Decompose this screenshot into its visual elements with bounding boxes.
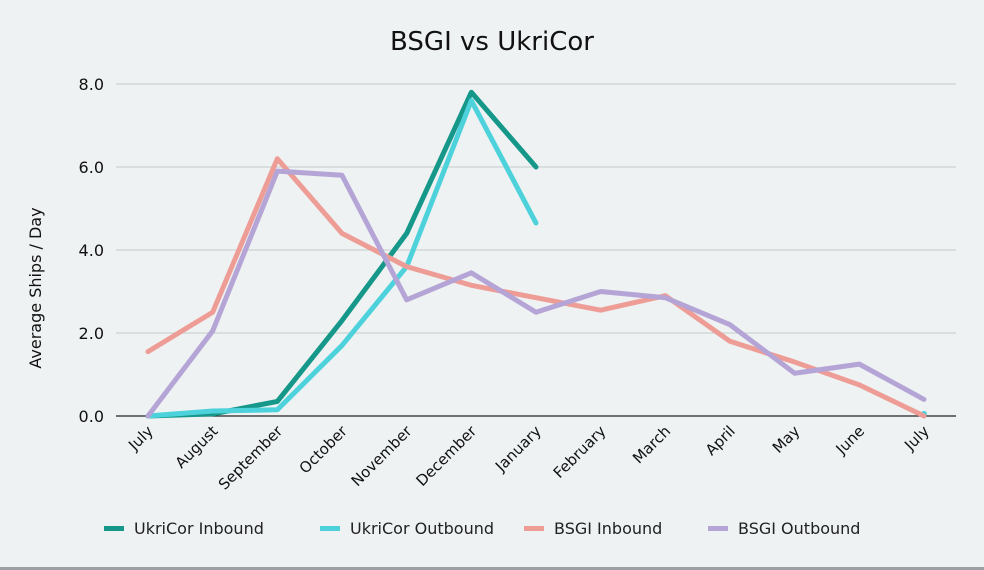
y-axis-label: Average Ships / Day bbox=[26, 207, 45, 368]
series-line-2 bbox=[145, 98, 539, 419]
y-tick-label: 2.0 bbox=[79, 324, 104, 343]
x-tick-label: December bbox=[412, 422, 480, 490]
series-line-4 bbox=[145, 168, 927, 419]
x-tick-label: June bbox=[832, 422, 869, 459]
x-tick-label: August bbox=[172, 422, 222, 472]
x-tick-label: July bbox=[900, 422, 933, 455]
x-tick-label: November bbox=[348, 422, 416, 490]
x-tick-label: September bbox=[215, 422, 287, 494]
chart-title: BSGI vs UkriCor bbox=[390, 27, 594, 57]
x-tick-label: March bbox=[629, 422, 674, 467]
x-tick-label: July bbox=[124, 422, 157, 455]
x-tick-label: January bbox=[491, 422, 545, 476]
legend-label: UkriCor Inbound bbox=[134, 519, 264, 538]
x-tick-label: February bbox=[550, 422, 610, 482]
y-tick-label: 0.0 bbox=[79, 407, 104, 426]
legend-label: UkriCor Outbound bbox=[350, 519, 494, 538]
x-tick-label: May bbox=[769, 422, 804, 457]
y-tick-label: 4.0 bbox=[79, 241, 104, 260]
y-tick-labels: 0.0 2.0 4.0 6.0 8.0 bbox=[79, 75, 104, 426]
legend-swatch bbox=[708, 526, 728, 531]
y-tick-label: 6.0 bbox=[79, 158, 104, 177]
y-tick-label: 8.0 bbox=[79, 75, 104, 94]
bottom-border bbox=[0, 567, 984, 570]
grid-lines bbox=[116, 83, 956, 417]
x-tick-label: October bbox=[296, 422, 352, 478]
legend: UkriCor Inbound UkriCor Outbound BSGI Inbo… bbox=[104, 519, 860, 538]
legend-swatch bbox=[104, 526, 124, 531]
series-lines bbox=[145, 89, 927, 419]
series-line-1 bbox=[145, 89, 539, 419]
legend-label: BSGI Inbound bbox=[554, 519, 662, 538]
legend-label: BSGI Outbound bbox=[738, 519, 860, 538]
x-tick-label: April bbox=[702, 422, 739, 459]
legend-swatch bbox=[320, 526, 340, 531]
legend-swatch bbox=[524, 526, 544, 531]
series-line-3 bbox=[145, 156, 927, 419]
